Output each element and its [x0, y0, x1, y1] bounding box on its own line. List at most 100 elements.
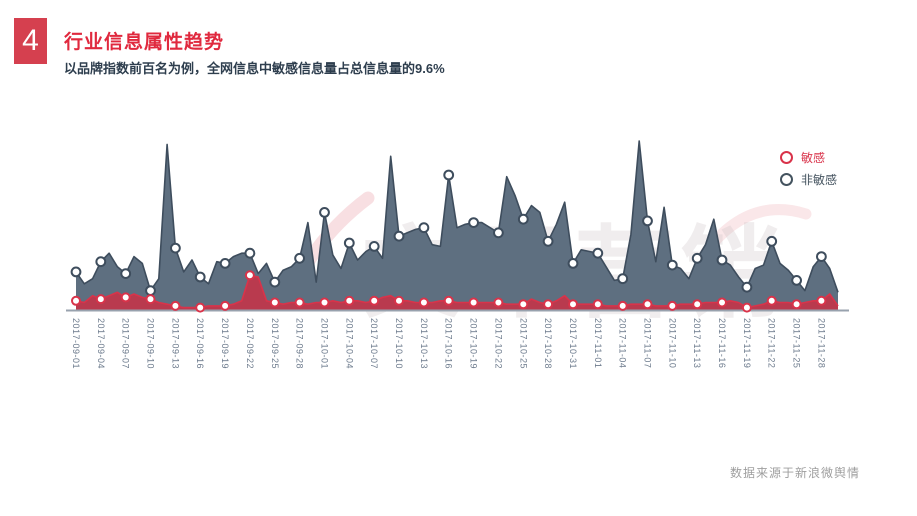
- marker-敏感: [344, 295, 355, 306]
- marker-非敏感: [319, 207, 330, 218]
- marker-敏感: [369, 295, 380, 306]
- x-axis-label: 2017-10-22: [493, 318, 504, 370]
- marker-非敏感: [592, 247, 604, 259]
- x-axis-label: 2017-09-01: [71, 318, 81, 370]
- marker-敏感: [816, 295, 827, 306]
- marker-敏感: [493, 297, 504, 308]
- marker-非敏感: [145, 285, 156, 297]
- marker-敏感: [568, 299, 578, 310]
- marker-非敏感: [120, 268, 132, 280]
- x-axis-label: 2017-11-07: [642, 318, 653, 369]
- x-axis-label: 2017-10-16: [443, 318, 454, 370]
- chart-legend: 敏感 非敏感: [780, 146, 837, 190]
- x-axis-label: 2017-09-07: [120, 318, 131, 370]
- marker-非敏感: [70, 266, 82, 278]
- marker-敏感: [244, 270, 255, 281]
- marker-敏感: [195, 302, 206, 313]
- marker-非敏感: [493, 227, 504, 239]
- marker-非敏感: [170, 242, 181, 254]
- area-非敏感: [76, 141, 838, 311]
- x-axis-label: 2017-10-13: [418, 318, 429, 370]
- marker-非敏感: [219, 258, 231, 269]
- marker-敏感: [170, 300, 181, 311]
- x-axis-label: 2017-11-16: [717, 318, 727, 369]
- marker-非敏感: [642, 215, 653, 227]
- x-axis-label: 2017-09-10: [145, 318, 156, 370]
- marker-敏感: [71, 295, 81, 306]
- marker-敏感: [120, 292, 131, 303]
- marker-敏感: [468, 297, 479, 308]
- marker-非敏感: [368, 241, 380, 252]
- marker-非敏感: [542, 235, 554, 247]
- marker-敏感: [692, 299, 703, 310]
- marker-敏感: [145, 294, 156, 305]
- x-axis-label: 2017-11-01: [592, 318, 603, 369]
- marker-非敏感: [443, 169, 455, 181]
- x-axis-label: 2017-11-13: [692, 318, 703, 369]
- marker-非敏感: [567, 258, 579, 269]
- marker-非敏感: [194, 271, 206, 283]
- marker-非敏感: [741, 281, 753, 293]
- marker-非敏感: [716, 254, 728, 266]
- marker-敏感: [418, 297, 429, 308]
- marker-敏感: [443, 295, 454, 306]
- marker-非敏感: [766, 235, 778, 247]
- x-axis-label: 2017-10-10: [394, 318, 404, 370]
- x-axis-label: 2017-11-28: [816, 318, 827, 369]
- legend-item-nonsensitive[interactable]: 非敏感: [780, 168, 837, 190]
- x-axis-label: 2017-10-25: [518, 318, 529, 370]
- legend-circle-icon: [780, 150, 793, 164]
- marker-敏感: [220, 300, 231, 311]
- x-axis-label: 2017-09-19: [220, 318, 231, 370]
- x-axis-label: 2017-10-28: [543, 318, 554, 370]
- marker-敏感: [592, 299, 603, 310]
- page-subtitle: 以品牌指数前百名为例，全网信息中敏感信息量占总信息量的9.6%: [64, 61, 445, 76]
- marker-敏感: [667, 300, 678, 311]
- marker-非敏感: [294, 252, 306, 264]
- area-敏感: [76, 275, 838, 311]
- x-axis-label: 2017-09-28: [294, 318, 305, 370]
- marker-敏感: [717, 297, 727, 308]
- legend-label: 非敏感: [801, 172, 838, 187]
- marker-非敏感: [617, 273, 629, 285]
- marker-敏感: [617, 300, 628, 311]
- x-axis-label: 2017-10-31: [568, 318, 578, 370]
- x-axis-label: 2017-10-04: [344, 318, 355, 370]
- marker-非敏感: [393, 230, 405, 242]
- marker-非敏感: [666, 259, 678, 271]
- marker-敏感: [741, 302, 752, 313]
- x-axis-label: 2017-10-19: [468, 318, 479, 370]
- marker-敏感: [294, 297, 305, 308]
- legend-circle-icon: [780, 172, 793, 186]
- data-source-note: 数据来源于新浪微舆情: [729, 466, 860, 480]
- x-axis-label: 2017-11-25: [791, 318, 802, 369]
- x-axis-label: 2017-11-10: [667, 318, 678, 369]
- x-axis-label: 2017-09-04: [95, 318, 106, 370]
- page-title: 行业信息属性趋势: [64, 32, 225, 53]
- marker-敏感: [518, 299, 529, 310]
- marker-非敏感: [244, 247, 256, 259]
- marker-非敏感: [691, 252, 703, 264]
- legend-item-sensitive[interactable]: 敏感: [780, 146, 837, 168]
- marker-敏感: [95, 294, 106, 305]
- marker-敏感: [791, 299, 802, 310]
- marker-敏感: [642, 299, 653, 310]
- x-axis-label: 2017-11-19: [741, 318, 752, 369]
- marker-敏感: [766, 295, 777, 306]
- x-axis-label: 2017-09-22: [244, 318, 255, 370]
- x-axis-label: 2017-11-04: [617, 318, 628, 369]
- section-number-badge: 4: [14, 18, 47, 64]
- x-axis-label: 2017-10-01: [319, 318, 330, 370]
- marker-敏感: [269, 297, 280, 308]
- x-axis-label: 2017-09-25: [269, 318, 280, 370]
- marker-敏感: [543, 299, 554, 310]
- marker-敏感: [319, 297, 330, 308]
- x-axis-label: 2017-09-13: [170, 318, 181, 370]
- marker-非敏感: [418, 222, 430, 234]
- marker-非敏感: [517, 213, 529, 225]
- marker-非敏感: [791, 275, 802, 286]
- x-axis-label: 2017-10-07: [369, 318, 380, 370]
- x-axis-label: 2017-11-22: [766, 318, 777, 369]
